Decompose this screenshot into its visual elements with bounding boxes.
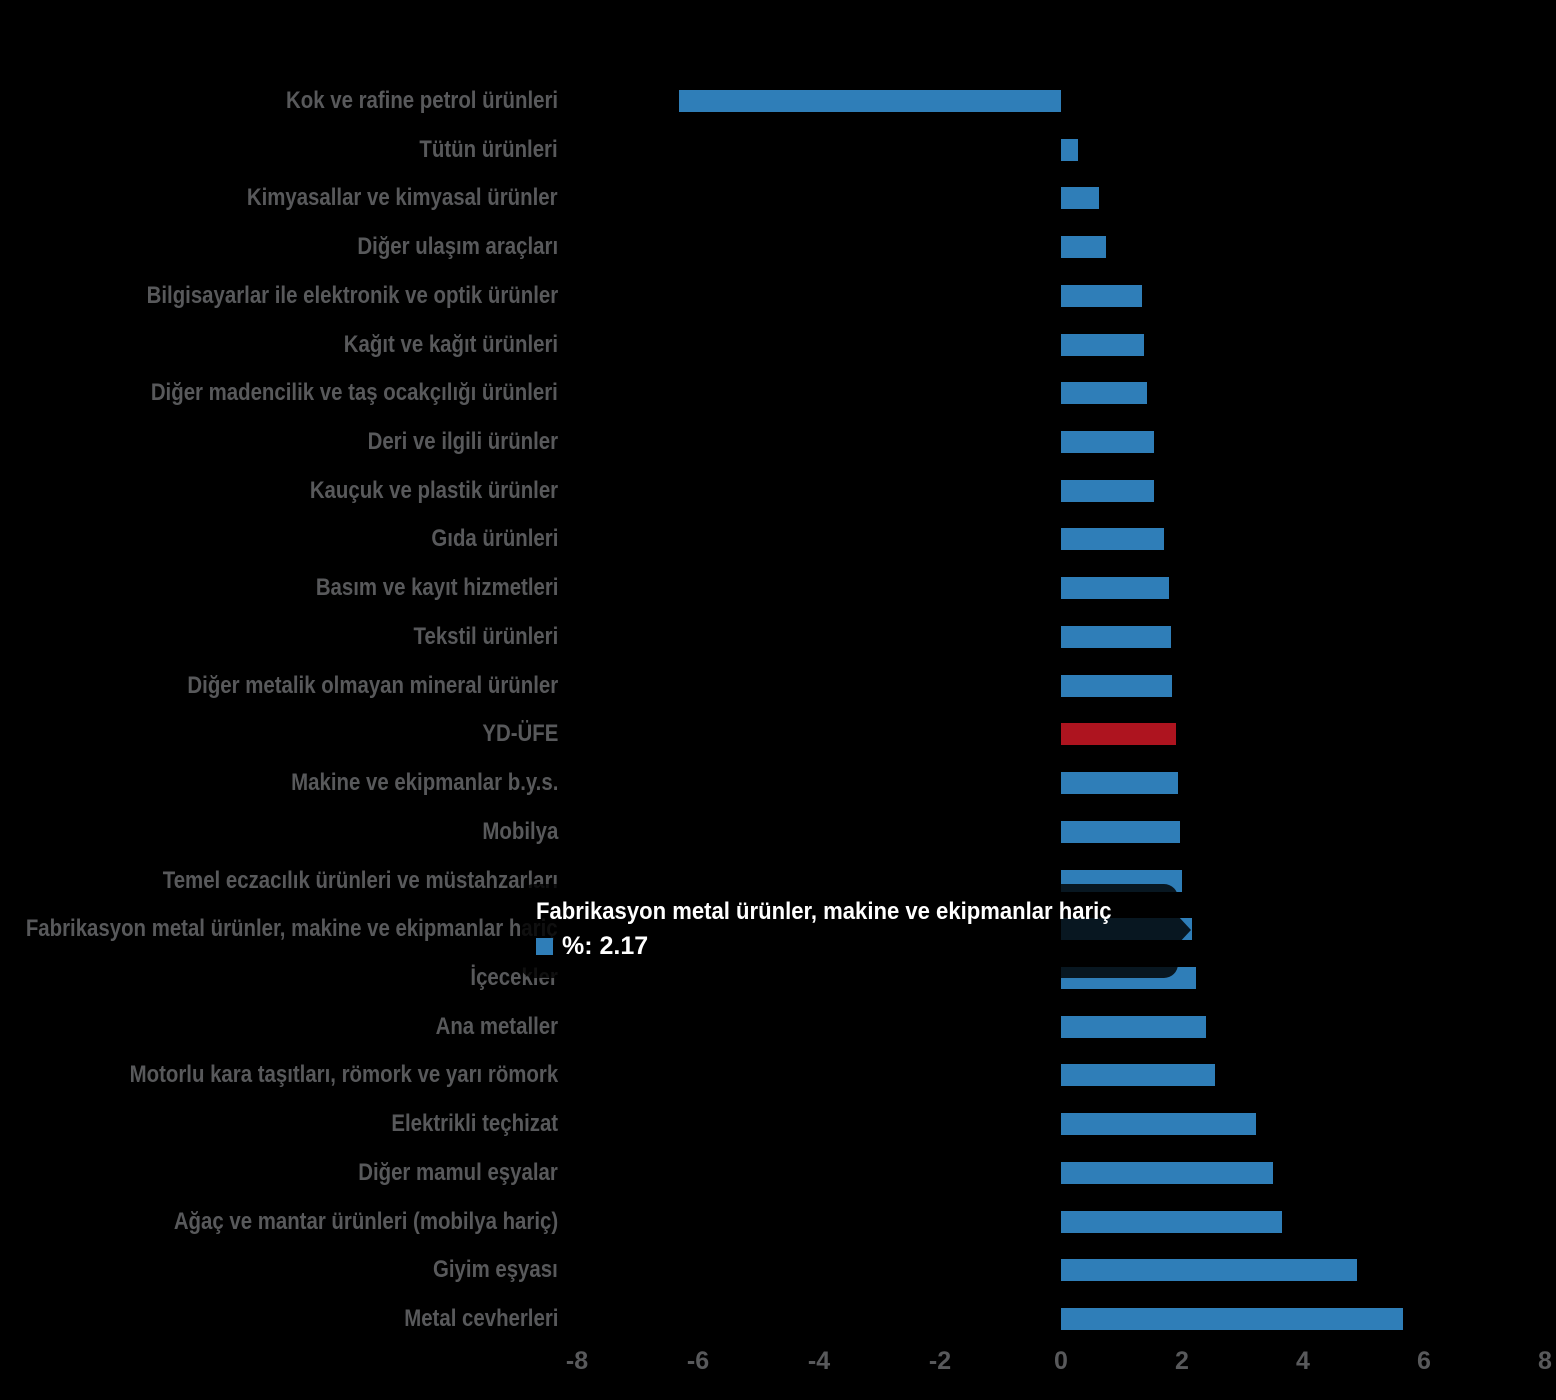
bar-g-da-r-nleri[interactable] xyxy=(1061,528,1164,551)
tooltip-series-marker-icon xyxy=(536,937,553,955)
category-label-di-er-ula-m-ara-lar: Diğer ulaşım araçları xyxy=(357,233,558,261)
category-label-motorlu-kara-ta-tlar-r-mork-ve-yar-r-mork: Motorlu kara taşıtları, römork ve yarı r… xyxy=(129,1061,558,1089)
bar-ka-t-ve-ka-t-r-nleri[interactable] xyxy=(1061,333,1144,356)
bar-kimyasallar-ve-kimyasal-r-nler[interactable] xyxy=(1061,187,1099,210)
bar-di-er-metalik-olmayan-mineral-r-nler[interactable] xyxy=(1061,674,1172,697)
category-label-kok-ve-rafine-petrol-r-nleri: Kok ve rafine petrol ürünleri xyxy=(285,87,558,114)
category-label-giyim-e-yas: Giyim eşyası xyxy=(433,1256,558,1284)
category-label-bilgisayarlar-ile-elektronik-ve-optik-r-nler: Bilgisayarlar ile elektronik ve optik ür… xyxy=(146,281,558,309)
x-axis-tick-0: 0 xyxy=(1054,1347,1068,1375)
bar-kok-ve-rafine-petrol-r-nleri[interactable] xyxy=(679,90,1061,112)
category-label-tekstil-r-nleri: Tekstil ürünleri xyxy=(413,622,558,650)
x-axis-tick-8: 8 xyxy=(1538,1347,1552,1375)
tooltip-value: %: 2.17 xyxy=(562,932,649,960)
category-label-bas-m-ve-kay-t-hizmetleri: Basım ve kayıt hizmetleri xyxy=(315,574,558,602)
category-label-di-er-mamul-e-yalar: Diğer mamul eşyalar xyxy=(358,1158,558,1186)
bar-elektrikli-te-hizat[interactable] xyxy=(1061,1113,1256,1136)
category-label-ana-metaller: Ana metaller xyxy=(435,1012,558,1040)
bar-deri-ve-ilgili-r-nler[interactable] xyxy=(1061,431,1154,454)
bar-di-er-ula-m-ara-lar[interactable] xyxy=(1061,236,1106,259)
x-axis-tick--4: -4 xyxy=(807,1347,831,1375)
bar-di-er-madencilik-ve-ta-ocak-l-r-nleri[interactable] xyxy=(1061,382,1147,405)
category-label-deri-ve-ilgili-r-nler: Deri ve ilgili ürünler xyxy=(367,428,558,456)
bar-ana-metaller[interactable] xyxy=(1061,1015,1206,1038)
x-axis-tick-6: 6 xyxy=(1417,1347,1431,1375)
category-label-di-er-madencilik-ve-ta-ocak-l-r-nleri: Diğer madencilik ve taş ocakçılığı ürünl… xyxy=(150,379,558,407)
category-label-g-da-r-nleri: Gıda ürünleri xyxy=(431,525,558,553)
category-label-kau-uk-ve-plastik-r-nler: Kauçuk ve plastik ürünler xyxy=(309,476,558,504)
bar-makine-ve-ekipmanlar-b-y-s[interactable] xyxy=(1061,772,1179,795)
bar-a-a-ve-mantar-r-nleri-mobilya-hari[interactable] xyxy=(1061,1210,1283,1233)
bar-giyim-e-yas[interactable] xyxy=(1061,1259,1358,1282)
bar-kau-uk-ve-plastik-r-nler[interactable] xyxy=(1061,479,1155,502)
bar-di-er-mamul-e-yalar[interactable] xyxy=(1061,1161,1274,1184)
bar-t-t-n-r-nleri[interactable] xyxy=(1061,138,1078,161)
bar-tekstil-r-nleri[interactable] xyxy=(1061,625,1172,648)
x-axis-tick--2: -2 xyxy=(928,1347,952,1375)
bar-metal-cevherleri[interactable] xyxy=(1061,1308,1404,1330)
bar-bilgisayarlar-ile-elektronik-ve-optik-r-nler[interactable] xyxy=(1061,284,1143,307)
category-label-metal-cevherleri: Metal cevherleri xyxy=(403,1305,558,1332)
category-label-kimyasallar-ve-kimyasal-r-nler: Kimyasallar ve kimyasal ürünler xyxy=(247,184,558,212)
bar-yd-fe[interactable] xyxy=(1061,723,1176,746)
tooltip: Fabrikasyon metal ürünler, makine ve eki… xyxy=(520,884,1191,978)
category-label-mobilya: Mobilya xyxy=(482,817,558,845)
x-axis-tick--8: -8 xyxy=(565,1347,589,1375)
tooltip-value-row: %: 2.17 xyxy=(536,931,1162,961)
category-label-temel-eczac-l-k-r-nleri-ve-m-stahzarlar: Temel eczacılık ürünleri ve müstahzarlar… xyxy=(162,866,558,894)
category-label-ka-t-ve-ka-t-r-nleri: Kağıt ve kağıt ürünleri xyxy=(343,330,558,358)
x-axis-tick-2: 2 xyxy=(1175,1347,1189,1375)
category-label-t-t-n-r-nleri: Tütün ürünleri xyxy=(419,135,558,163)
x-axis-tick-4: 4 xyxy=(1296,1347,1310,1375)
category-label-yd-fe: YD-ÜFE xyxy=(482,720,558,748)
category-label-di-er-metalik-olmayan-mineral-r-nler: Diğer metalik olmayan mineral ürünler xyxy=(187,671,558,699)
category-label-fabrikasyon-metal-r-nler-makine-ve-ekipmanlar-hari: Fabrikasyon metal ürünler, makine ve eki… xyxy=(26,915,558,943)
category-label-makine-ve-ekipmanlar-b-y-s: Makine ve ekipmanlar b.y.s. xyxy=(290,769,558,797)
x-axis-tick--6: -6 xyxy=(686,1347,710,1375)
tooltip-callout-arrow-icon xyxy=(1178,916,1191,944)
category-label-elektrikli-te-hizat: Elektrikli teçhizat xyxy=(391,1110,558,1138)
category-label-a-a-ve-mantar-r-nleri-mobilya-hari: Ağaç ve mantar ürünleri (mobilya hariç) xyxy=(173,1207,558,1235)
bar-bas-m-ve-kay-t-hizmetleri[interactable] xyxy=(1061,577,1170,600)
bar-motorlu-kara-ta-tlar-r-mork-ve-yar-r-mork[interactable] xyxy=(1061,1064,1216,1087)
tooltip-title: Fabrikasyon metal ürünler, makine ve eki… xyxy=(536,898,1112,925)
bar-mobilya[interactable] xyxy=(1061,820,1181,843)
